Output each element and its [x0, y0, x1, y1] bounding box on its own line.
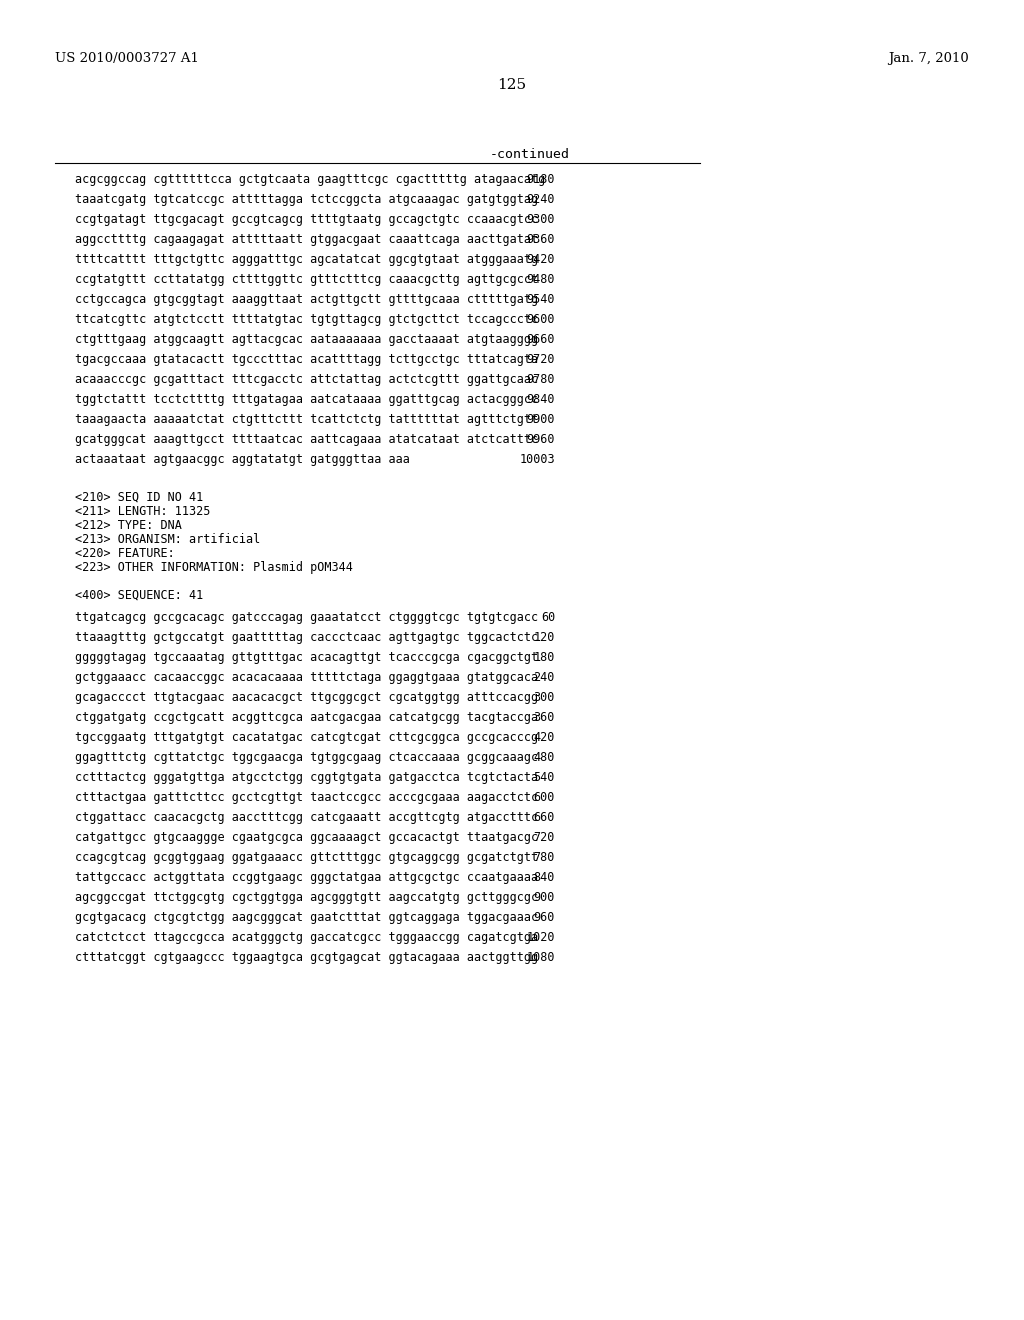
Text: cctttactcg gggatgttga atgcctctgg cggtgtgata gatgacctca tcgtctacta: cctttactcg gggatgttga atgcctctgg cggtgtg…: [75, 771, 539, 784]
Text: 240: 240: [534, 671, 555, 684]
Text: ctgtttgaag atggcaagtt agttacgcac aataaaaaaa gacctaaaat atgtaagggg: ctgtttgaag atggcaagtt agttacgcac aataaaa…: [75, 333, 539, 346]
Text: 9840: 9840: [526, 393, 555, 407]
Text: 9480: 9480: [526, 273, 555, 286]
Text: 125: 125: [498, 78, 526, 92]
Text: 300: 300: [534, 690, 555, 704]
Text: <213> ORGANISM: artificial: <213> ORGANISM: artificial: [75, 533, 260, 546]
Text: tattgccacc actggttata ccggtgaagc gggctatgaa attgcgctgc ccaatgaaaa: tattgccacc actggttata ccggtgaagc gggctat…: [75, 871, 539, 884]
Text: 10003: 10003: [519, 453, 555, 466]
Text: gcagacccct ttgtacgaac aacacacgct ttgcggcgct cgcatggtgg atttccacgg: gcagacccct ttgtacgaac aacacacgct ttgcggc…: [75, 690, 539, 704]
Text: <400> SEQUENCE: 41: <400> SEQUENCE: 41: [75, 589, 203, 602]
Text: 9180: 9180: [526, 173, 555, 186]
Text: catctctcct ttagccgcca acatgggctg gaccatcgcc tgggaaccgg cagatcgtga: catctctcct ttagccgcca acatgggctg gaccatc…: [75, 931, 539, 944]
Text: aggccttttg cagaagagat atttttaatt gtggacgaat caaattcaga aacttgatat: aggccttttg cagaagagat atttttaatt gtggacg…: [75, 234, 539, 246]
Text: 1020: 1020: [526, 931, 555, 944]
Text: 9360: 9360: [526, 234, 555, 246]
Text: tgccggaatg tttgatgtgt cacatatgac catcgtcgat cttcgcggca gccgcacccg: tgccggaatg tttgatgtgt cacatatgac catcgtc…: [75, 731, 539, 744]
Text: cctgccagca gtgcggtagt aaaggttaat actgttgctt gttttgcaaa ctttttgatg: cctgccagca gtgcggtagt aaaggttaat actgttg…: [75, 293, 539, 306]
Text: 60: 60: [541, 611, 555, 624]
Text: gcgtgacacg ctgcgtctgg aagcgggcat gaatctttat ggtcaggaga tggacgaaac: gcgtgacacg ctgcgtctgg aagcgggcat gaatctt…: [75, 911, 539, 924]
Text: ccagcgtcag gcggtggaag ggatgaaacc gttctttggc gtgcaggcgg gcgatctgtt: ccagcgtcag gcggtggaag ggatgaaacc gttcttt…: [75, 851, 539, 865]
Text: ggagtttctg cgttatctgc tggcgaacga tgtggcgaag ctcaccaaaa gcggcaaagc: ggagtttctg cgttatctgc tggcgaacga tgtggcg…: [75, 751, 539, 764]
Text: ctggattacc caacacgctg aacctttcgg catcgaaatt accgttcgtg atgacctttc: ctggattacc caacacgctg aacctttcgg catcgaa…: [75, 810, 539, 824]
Text: 180: 180: [534, 651, 555, 664]
Text: actaaataat agtgaacggc aggtatatgt gatgggttaa aaa: actaaataat agtgaacggc aggtatatgt gatgggt…: [75, 453, 410, 466]
Text: 9240: 9240: [526, 193, 555, 206]
Text: 540: 540: [534, 771, 555, 784]
Text: catgattgcc gtgcaaggge cgaatgcgca ggcaaaagct gccacactgt ttaatgacgc: catgattgcc gtgcaaggge cgaatgcgca ggcaaaa…: [75, 832, 539, 843]
Text: ttgatcagcg gccgcacagc gatcccagag gaaatatcct ctggggtcgc tgtgtcgacc: ttgatcagcg gccgcacagc gatcccagag gaaatat…: [75, 611, 539, 624]
Text: <210> SEQ ID NO 41: <210> SEQ ID NO 41: [75, 491, 203, 504]
Text: 780: 780: [534, 851, 555, 865]
Text: 9540: 9540: [526, 293, 555, 306]
Text: acaaacccgc gcgatttact tttcgacctc attctattag actctcgttt ggattgcaac: acaaacccgc gcgatttact tttcgacctc attctat…: [75, 374, 539, 385]
Text: 9960: 9960: [526, 433, 555, 446]
Text: 1080: 1080: [526, 950, 555, 964]
Text: Jan. 7, 2010: Jan. 7, 2010: [888, 51, 969, 65]
Text: agcggccgat ttctggcgtg cgctggtgga agcgggtgtt aagccatgtg gcttgggcgc: agcggccgat ttctggcgtg cgctggtgga agcgggt…: [75, 891, 539, 904]
Text: 9660: 9660: [526, 333, 555, 346]
Text: <223> OTHER INFORMATION: Plasmid pOM344: <223> OTHER INFORMATION: Plasmid pOM344: [75, 561, 353, 574]
Text: 720: 720: [534, 832, 555, 843]
Text: <212> TYPE: DNA: <212> TYPE: DNA: [75, 519, 182, 532]
Text: taaagaacta aaaaatctat ctgtttcttt tcattctctg tattttttat agtttctgtt: taaagaacta aaaaatctat ctgtttcttt tcattct…: [75, 413, 539, 426]
Text: 120: 120: [534, 631, 555, 644]
Text: acgcggccag cgttttttcca gctgtcaata gaagtttcgc cgactttttg atagaacatg: acgcggccag cgttttttcca gctgtcaata gaagtt…: [75, 173, 545, 186]
Text: tgacgccaaa gtatacactt tgccctttac acattttagg tcttgcctgc tttatcagta: tgacgccaaa gtatacactt tgccctttac acatttt…: [75, 352, 539, 366]
Text: ttaaagtttg gctgccatgt gaatttttag caccctcaac agttgagtgc tggcactctc: ttaaagtttg gctgccatgt gaatttttag caccctc…: [75, 631, 539, 644]
Text: 9720: 9720: [526, 352, 555, 366]
Text: 9780: 9780: [526, 374, 555, 385]
Text: 9420: 9420: [526, 253, 555, 267]
Text: ctttatcggt cgtgaagccc tggaagtgca gcgtgagcat ggtacagaaa aactggttgg: ctttatcggt cgtgaagccc tggaagtgca gcgtgag…: [75, 950, 539, 964]
Text: 9900: 9900: [526, 413, 555, 426]
Text: 9600: 9600: [526, 313, 555, 326]
Text: <220> FEATURE:: <220> FEATURE:: [75, 546, 175, 560]
Text: ctttactgaa gatttcttcc gcctcgttgt taactccgcc acccgcgaaa aagacctctc: ctttactgaa gatttcttcc gcctcgttgt taactcc…: [75, 791, 539, 804]
Text: 900: 900: [534, 891, 555, 904]
Text: <211> LENGTH: 11325: <211> LENGTH: 11325: [75, 506, 210, 517]
Text: 360: 360: [534, 711, 555, 723]
Text: taaatcgatg tgtcatccgc atttttagga tctccggcta atgcaaagac gatgtggtag: taaatcgatg tgtcatccgc atttttagga tctccgg…: [75, 193, 539, 206]
Text: 960: 960: [534, 911, 555, 924]
Text: 9300: 9300: [526, 213, 555, 226]
Text: gggggtagag tgccaaatag gttgtttgac acacagttgt tcacccgcga cgacggctgt: gggggtagag tgccaaatag gttgtttgac acacagt…: [75, 651, 539, 664]
Text: 840: 840: [534, 871, 555, 884]
Text: ccgtatgttt ccttatatgg cttttggttc gtttctttcg caaacgcttg agttgcgcct: ccgtatgttt ccttatatgg cttttggttc gtttctt…: [75, 273, 539, 286]
Text: US 2010/0003727 A1: US 2010/0003727 A1: [55, 51, 199, 65]
Text: ttcatcgttc atgtctcctt ttttatgtac tgtgttagcg gtctgcttct tccagccctc: ttcatcgttc atgtctcctt ttttatgtac tgtgtta…: [75, 313, 539, 326]
Text: -continued: -continued: [490, 148, 570, 161]
Text: ccgtgatagt ttgcgacagt gccgtcagcg ttttgtaatg gccagctgtc ccaaacgtcc: ccgtgatagt ttgcgacagt gccgtcagcg ttttgta…: [75, 213, 539, 226]
Text: 480: 480: [534, 751, 555, 764]
Text: 420: 420: [534, 731, 555, 744]
Text: gctggaaacc cacaaccggc acacacaaaa tttttctaga ggaggtgaaa gtatggcaca: gctggaaacc cacaaccggc acacacaaaa tttttct…: [75, 671, 539, 684]
Text: 600: 600: [534, 791, 555, 804]
Text: ctggatgatg ccgctgcatt acggttcgca aatcgacgaa catcatgcgg tacgtaccga: ctggatgatg ccgctgcatt acggttcgca aatcgac…: [75, 711, 539, 723]
Text: gcatgggcat aaagttgcct ttttaatcac aattcagaaa atatcataat atctcatttc: gcatgggcat aaagttgcct ttttaatcac aattcag…: [75, 433, 539, 446]
Text: 660: 660: [534, 810, 555, 824]
Text: tggtctattt tcctcttttg tttgatagaa aatcataaaa ggatttgcag actacgggcc: tggtctattt tcctcttttg tttgatagaa aatcata…: [75, 393, 539, 407]
Text: ttttcatttt tttgctgttc agggatttgc agcatatcat ggcgtgtaat atgggaaatg: ttttcatttt tttgctgttc agggatttgc agcatat…: [75, 253, 539, 267]
